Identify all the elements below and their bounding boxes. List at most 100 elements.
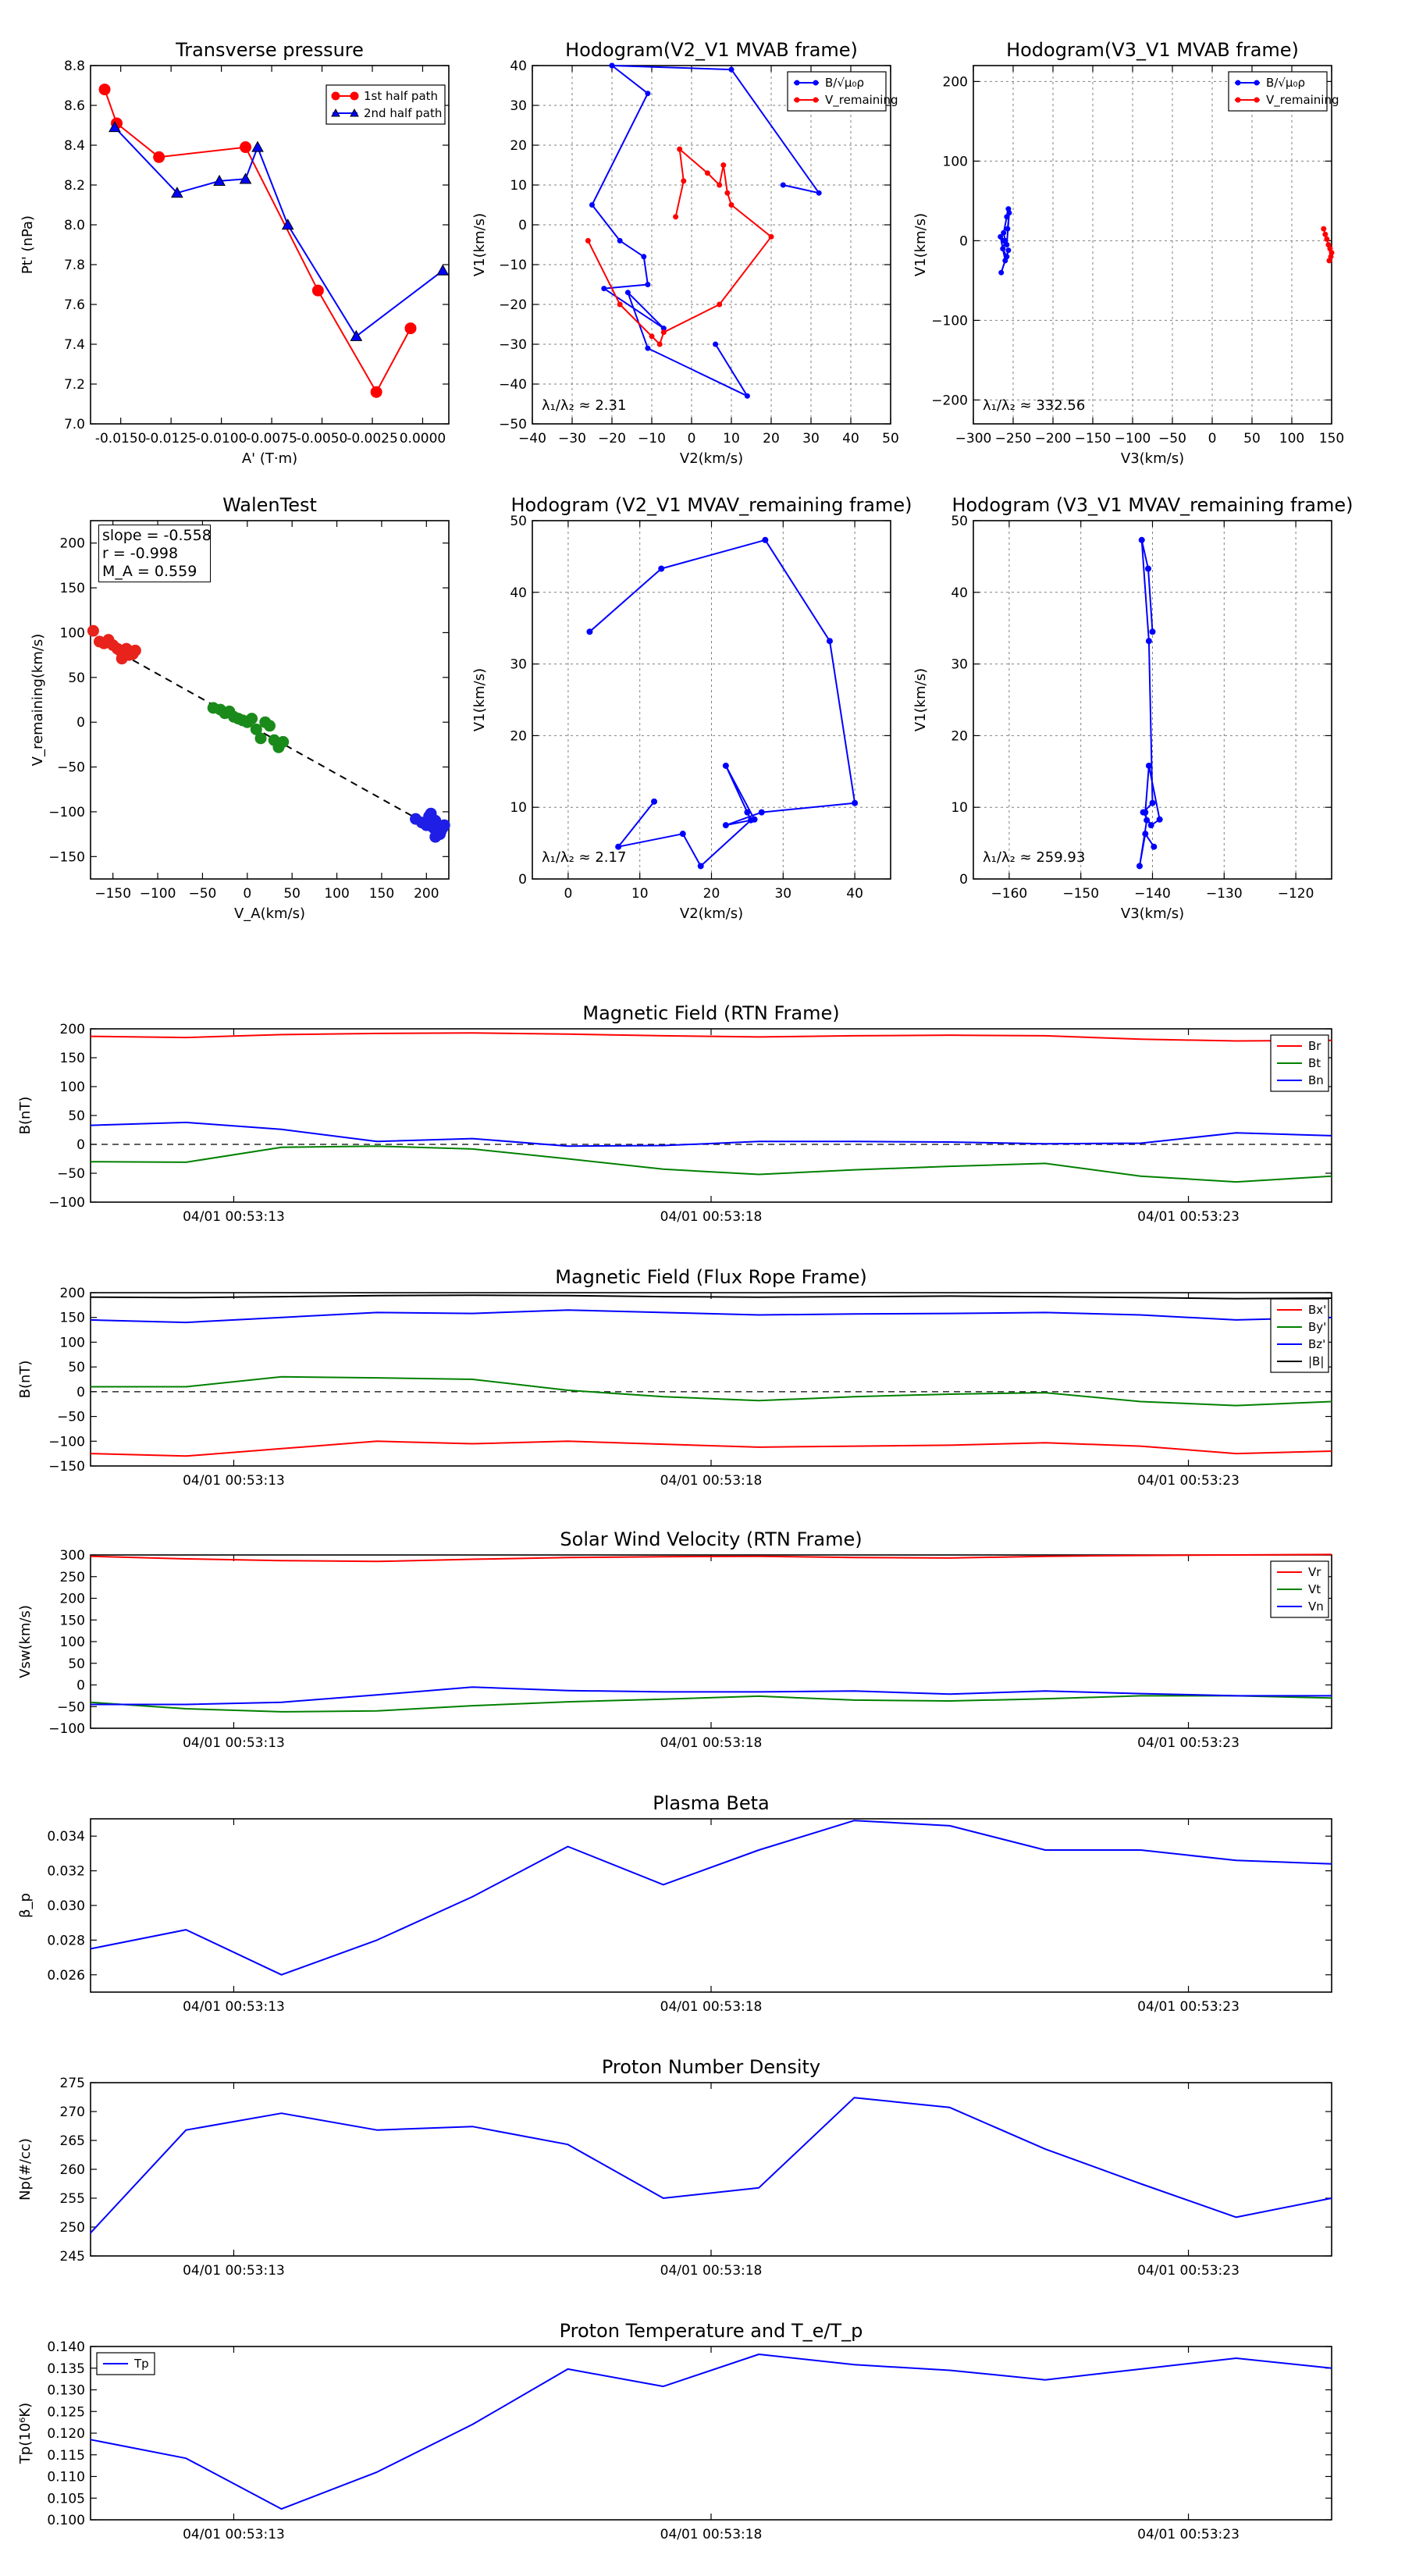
top-0-frame [90,65,450,425]
ts-2-xticklabel: 04/01 00:53:23 [1137,1735,1240,1751]
ts-2-axes: Solar Wind Velocity (RTN Frame) 04/01 00:… [17,1528,1332,1751]
top-1-ylabel: V1(km/s) [471,213,488,276]
top-2-point [1006,210,1012,216]
mid-1-yticklabel: 40 [510,585,527,601]
ts-3-frame [90,1818,1332,1993]
top-2-xticklabel: −250 [995,431,1032,447]
top-2-point [1324,236,1330,242]
ts-1-yticklabel: 150 [60,1311,85,1326]
top-2-xticklabel: 0 [1208,431,1217,447]
top-2-point [1321,226,1327,232]
top-1-series-line [591,65,749,397]
top-2-xticklabel: 100 [1279,431,1304,447]
mid-0-xticklabel: −150 [94,886,131,902]
mid-1-xticklabel: 30 [774,886,791,902]
ts-3-yticklabel: 0.028 [47,1933,85,1948]
legend-label: |B| [1308,1354,1324,1368]
ts-0-yticklabel: 100 [60,1080,85,1095]
ts-0-yticklabel: 150 [60,1051,85,1066]
top-1-point [617,301,623,308]
legend-label: V_remaining [825,93,898,108]
top-2-xticklabel: 150 [1319,431,1344,447]
ts-1-frame [90,1292,1332,1467]
ts-1-series-line [90,1294,1332,1300]
legend-label: 2nd half path [364,106,442,120]
top-1-xticklabel: 40 [842,431,859,447]
mid-0-title: WalenTest [222,494,317,516]
mid-1-point [747,817,754,824]
walen-r-text: r = -0.998 [102,545,179,562]
mid-0-xticklabel: 200 [414,886,439,902]
ts-1-title: Magnetic Field (Flux Rope Frame) [555,1266,866,1288]
ts-4-series-line [90,2097,1332,2234]
legend-marker [331,108,340,117]
legend-label: Bz' [1308,1337,1325,1351]
legend-marker [350,108,359,117]
ts-1-yticklabel: 200 [60,1286,85,1301]
top-1-series-line [587,148,772,345]
mid-0-yticklabel: 200 [60,536,85,552]
legend-label: Bx' [1308,1303,1326,1317]
top-2-point [1001,237,1007,244]
top-1-frame [532,65,891,425]
top-2-point [1002,258,1008,264]
top-1-xticklabel: −30 [558,431,586,447]
top-0-yticklabel: 8.0 [64,218,85,233]
ts-5-yticklabel: 0.135 [47,2361,85,2377]
ts-4-xticklabel: 04/01 00:53:23 [1137,2263,1240,2279]
mid-2-ylabel: V1(km/s) [912,668,929,731]
top-0-yticklabel: 8.2 [64,178,85,194]
mid-0-xticklabel: 150 [369,886,394,902]
mid-2-axes: Hodogram (V3_V1 MVAV_remaining frame) −16… [912,494,1353,922]
top-1-xlabel: V2(km/s) [680,450,743,467]
ts-0-series-line [90,1032,1332,1042]
top-1-point [713,341,719,347]
top-1-point [649,333,655,340]
top-1-point [717,182,723,188]
top-1-point [585,237,591,244]
top-1-yticklabel: 0 [518,218,527,233]
legend-label: Vn [1308,1599,1324,1614]
mid-0-point [435,825,447,838]
ts-1-yticklabel: 50 [68,1360,85,1375]
ts-3-yticklabel: 0.030 [47,1898,85,1914]
top-1-title: Hodogram(V2_V1 MVAB frame) [565,39,858,61]
top-1-point [780,182,786,188]
mid-0-xticklabel: 100 [324,886,349,902]
top-0-yticklabel: 8.6 [64,98,85,114]
legend-marker [331,91,340,101]
top-1-point [677,146,683,152]
mid-1-point [722,822,729,829]
ts-5-title: Proton Temperature and T_e/T_p [560,2320,863,2342]
mid-0-xlabel: V_A(km/s) [234,906,305,922]
top-0-xticklabel: -0.0125 [145,431,197,447]
top-0-xlabel: A' (T·m) [242,450,297,467]
mid-0-ylabel: V_remaining(km/s) [30,634,46,767]
top-1-yticklabel: 20 [510,138,527,154]
mid-2-point [1138,536,1145,543]
mid-2-point [1156,816,1163,823]
mid-1-xticklabel: 0 [564,886,572,902]
top-1-point [768,233,774,240]
top-1-xticklabel: 20 [763,431,780,447]
top-2-point [1001,229,1007,236]
walen-slope-text: slope = -0.558 [102,527,212,544]
top-0-yticklabel: 7.0 [64,417,85,432]
ts-3-yticklabel: 0.032 [47,1864,85,1880]
mid-2-point [1144,817,1151,824]
ts-0-series-line [90,1121,1332,1147]
top-2-ylabel: V1(km/s) [912,213,929,276]
ts-1-series-line [90,1309,1332,1324]
ts-4-yticklabel: 270 [60,2105,85,2120]
top-1-point [601,286,607,292]
mid-0-point [264,720,276,732]
mid-0-yticklabel: −150 [48,849,85,865]
ts-5-frame [90,2346,1332,2521]
mid-2-yticklabel: 50 [951,514,968,529]
top-1-xticklabel: 0 [688,431,696,447]
legend-label: B/√μ₀ρ [825,76,864,90]
ts-3-series-line [90,1820,1332,1976]
mid-2-yticklabel: 0 [959,872,968,888]
top-2-point [1322,231,1329,237]
mid-2-xticklabel: −140 [1134,886,1171,902]
